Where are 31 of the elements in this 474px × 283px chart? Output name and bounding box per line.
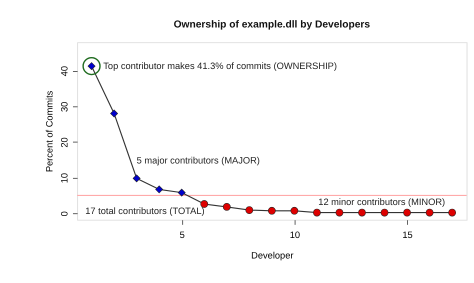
point [200, 200, 208, 208]
point [403, 208, 411, 216]
point [155, 186, 164, 194]
y-tick-label: 40 [59, 66, 70, 76]
annotation: Top contributor makes 41.3% of commits (OWNERSHIP) [103, 60, 337, 71]
y-tick-label: 20 [59, 137, 70, 148]
y-tick-label: 0 [59, 211, 70, 216]
annotation: 12 minor contributors (MINOR) [318, 197, 446, 208]
point [268, 206, 276, 215]
chart-title: Ownership of example.dll by Developers [174, 19, 370, 30]
point [380, 208, 388, 216]
point [426, 208, 434, 216]
point [245, 206, 254, 214]
point [222, 203, 231, 211]
point [110, 110, 118, 118]
annotation: 17 total contributors (TOTAL) [85, 206, 205, 216]
y-axis-title: Percent of Commits [44, 90, 55, 172]
point [448, 208, 456, 216]
point [132, 174, 141, 182]
y-tick-label: 30 [59, 102, 70, 112]
y-tick-label: 10 [59, 172, 70, 184]
x-tick-label: 10 [290, 230, 300, 240]
annotation: 5 major contributors (MAJOR) [136, 156, 260, 166]
x-axis-title: Developer [251, 250, 294, 260]
point [178, 188, 186, 197]
x-tick-label: 15 [402, 230, 413, 240]
point [336, 208, 344, 216]
x-tick-label: 5 [180, 230, 185, 240]
point [290, 206, 298, 215]
point [358, 208, 366, 216]
point [313, 208, 321, 216]
